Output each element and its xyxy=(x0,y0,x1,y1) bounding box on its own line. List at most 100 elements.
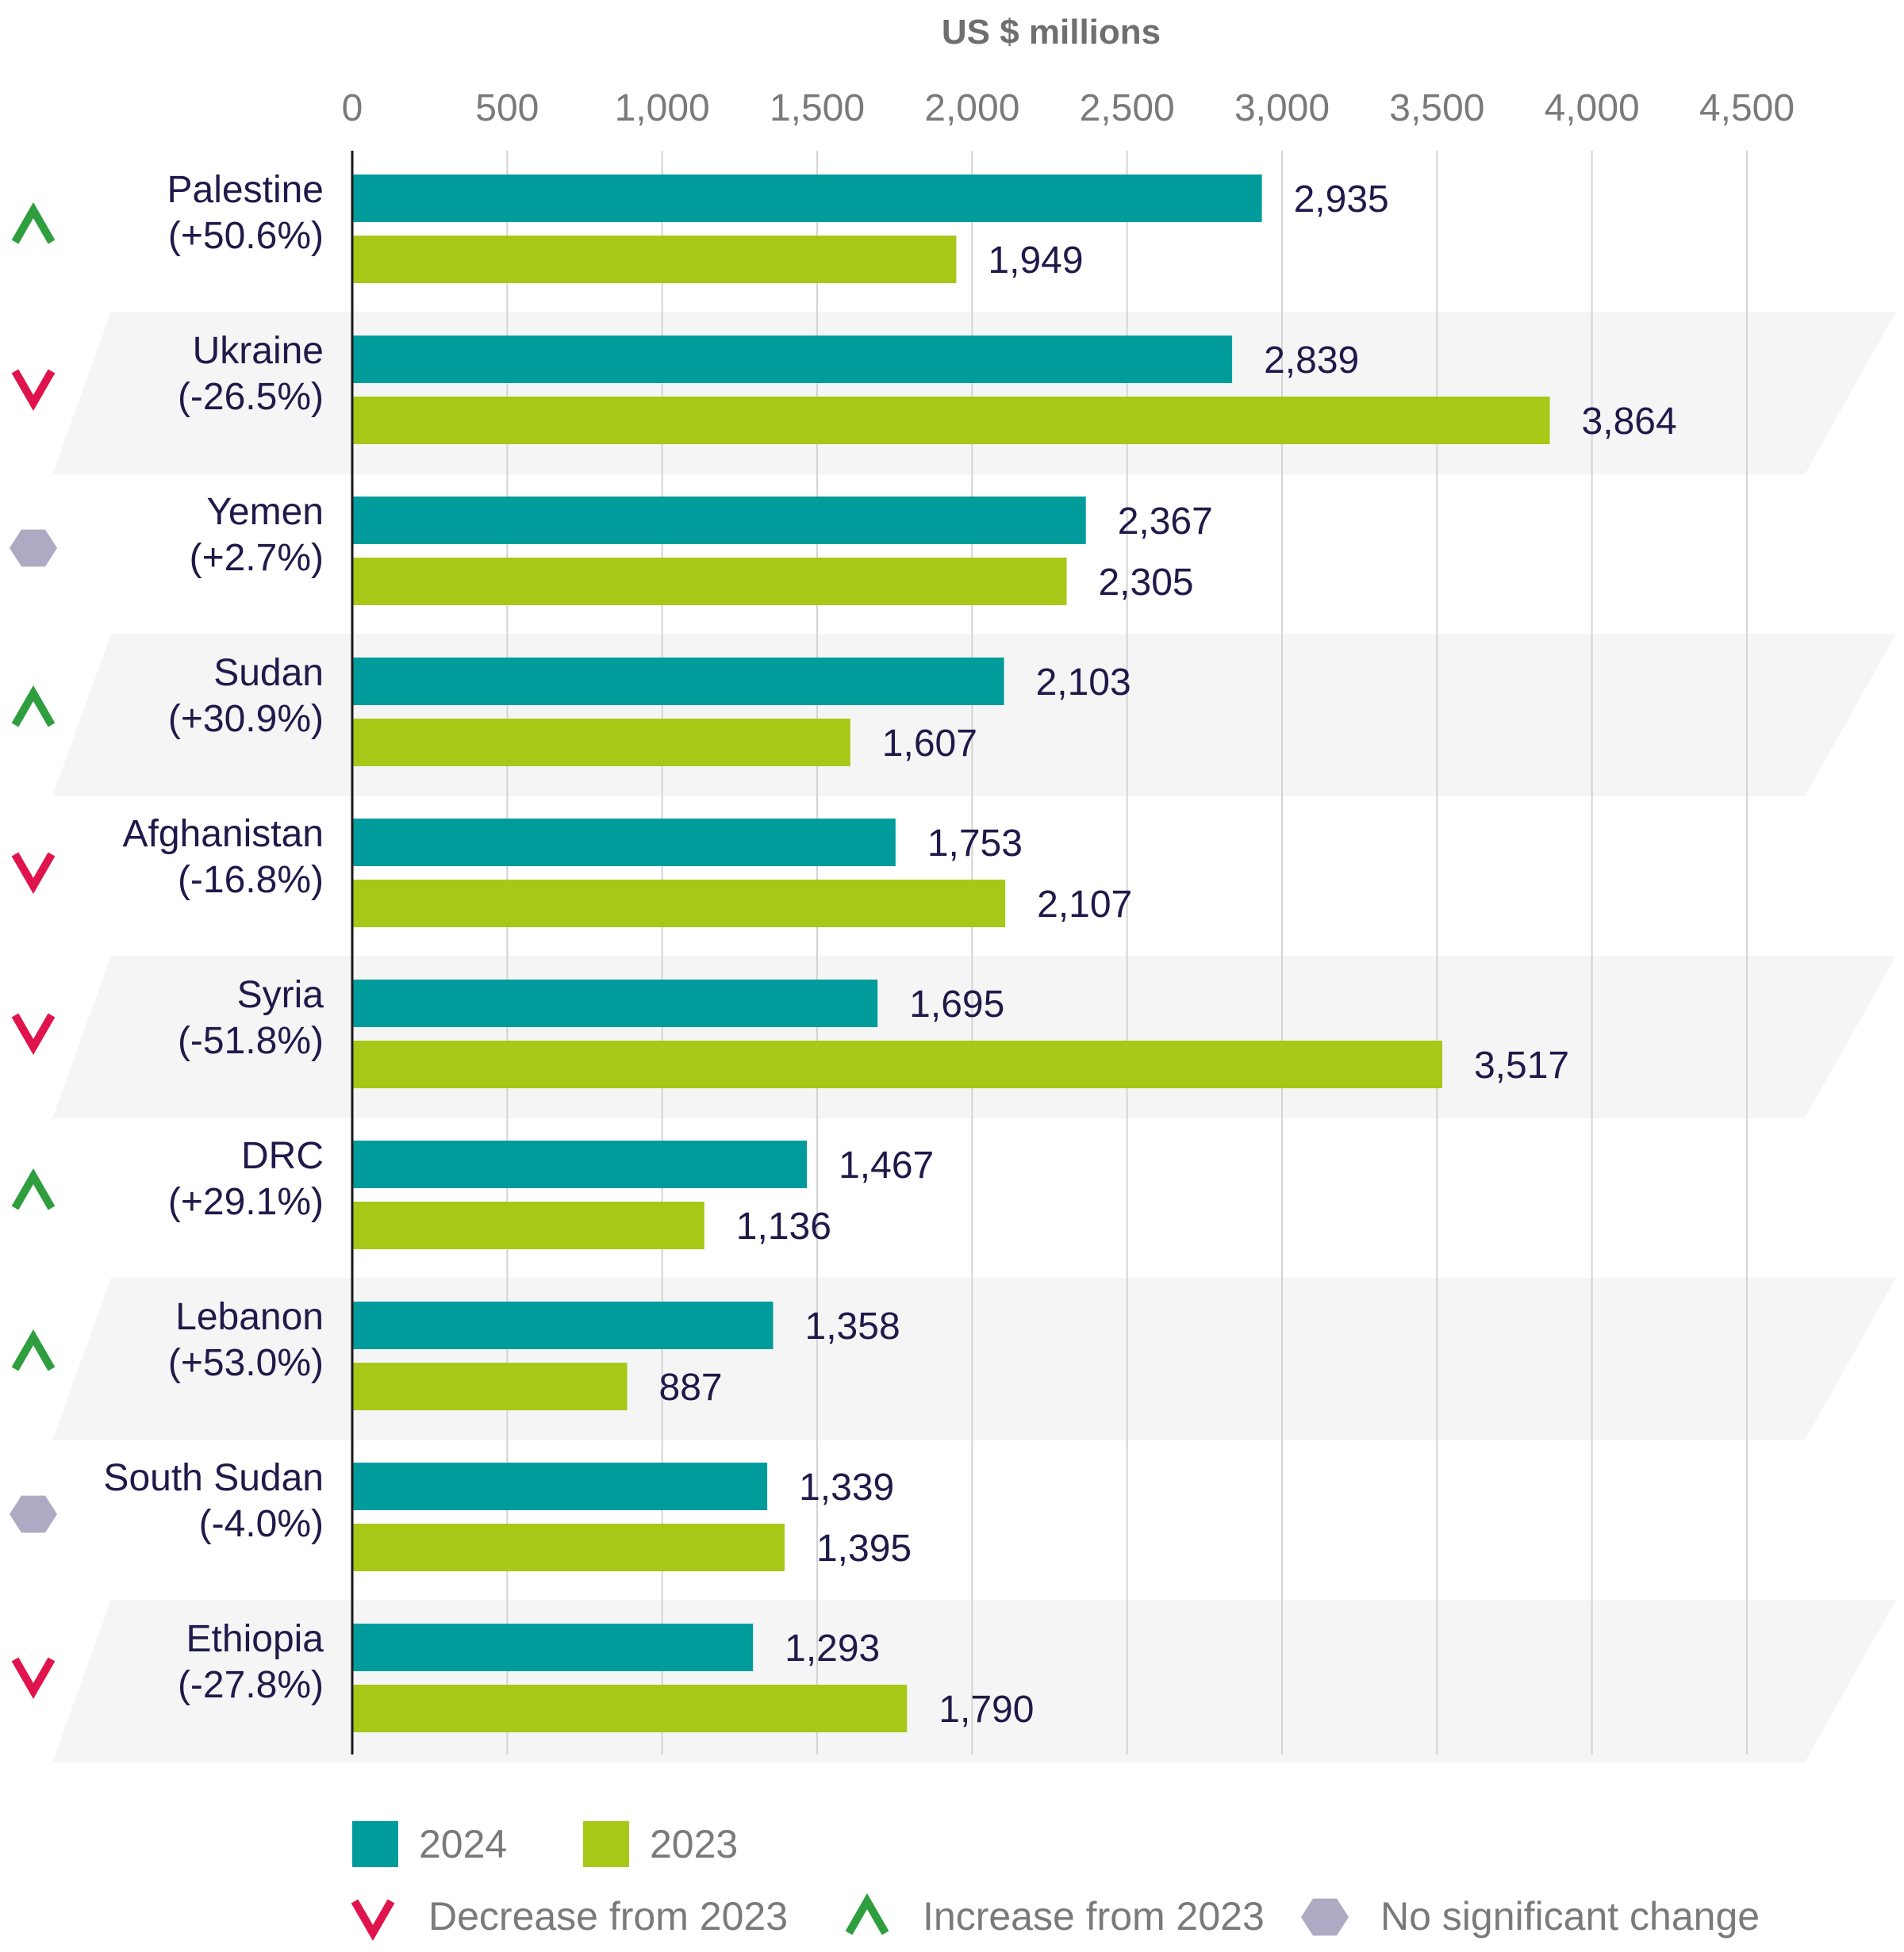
chevron-down-icon xyxy=(11,1013,56,1056)
data-label: 3,517 xyxy=(1474,1045,1569,1087)
data-label: 1,293 xyxy=(785,1628,880,1670)
bar-2023 xyxy=(352,1363,628,1410)
x-tick-label: 0 xyxy=(342,87,363,129)
data-label: 1,358 xyxy=(805,1306,900,1348)
category-name: Syria xyxy=(237,974,324,1016)
x-tick-label: 3,500 xyxy=(1389,87,1484,129)
hexagon-icon xyxy=(1301,1898,1349,1936)
bar-2023 xyxy=(352,1685,908,1732)
x-tick-label: 1,000 xyxy=(615,87,710,129)
data-label: 1,395 xyxy=(816,1528,912,1570)
data-label: 1,467 xyxy=(839,1145,934,1187)
category-change: (+30.9%) xyxy=(168,698,324,740)
bars: 2,935 1,949 2,839 3,864 2,367 2,305 2,103 1,607… xyxy=(352,174,1677,1732)
bar-2024 xyxy=(352,980,878,1027)
data-label: 1,695 xyxy=(909,984,1004,1026)
chevron-down-icon xyxy=(11,1657,56,1700)
data-label: 2,935 xyxy=(1294,178,1389,221)
bar-2023 xyxy=(352,1524,785,1571)
legend: 2024 2023 Decrease from 2023 Increase from … xyxy=(351,1821,1760,1942)
data-label: 2,103 xyxy=(1036,662,1131,704)
category-change: (+29.1%) xyxy=(168,1181,324,1223)
data-label: 1,753 xyxy=(927,823,1023,865)
category-labels: Palestine(+50.6%)Ukraine(-26.5%)Yemen(+2… xyxy=(103,169,324,1706)
category-change: (+2.7%) xyxy=(190,537,324,579)
category-change: (+50.6%) xyxy=(168,215,324,257)
bar-2024 xyxy=(352,658,1004,705)
bar-2023 xyxy=(352,558,1067,605)
bar-2023 xyxy=(352,880,1006,927)
x-tick-label: 2,000 xyxy=(924,87,1019,129)
bar-2024 xyxy=(352,174,1262,222)
x-tick-label: 2,500 xyxy=(1080,87,1175,129)
bar-2023 xyxy=(352,397,1550,444)
category-name: Palestine xyxy=(167,169,324,211)
x-tick-labels: 0 500 1,000 1,500 2,000 2,500 3,000 3,500 4,000 4… xyxy=(342,87,1795,129)
chevron-up-icon xyxy=(845,1893,889,1935)
x-axis-title: US $ millions xyxy=(942,13,1161,52)
bar-2024 xyxy=(352,819,896,866)
chevron-up-icon xyxy=(11,685,56,727)
data-label: 2,839 xyxy=(1264,339,1359,382)
category-name: Sudan xyxy=(213,652,324,694)
bar-2024 xyxy=(352,497,1086,544)
bar-2024 xyxy=(352,1624,754,1671)
category-change: (+53.0%) xyxy=(168,1342,324,1384)
chevron-up-icon xyxy=(11,1329,56,1371)
bar-2024 xyxy=(352,1463,768,1510)
legend-swatch-2023 xyxy=(583,1821,629,1867)
bar-2023 xyxy=(352,719,850,766)
category-change: (-4.0%) xyxy=(199,1503,324,1545)
category-name: Afghanistan xyxy=(122,813,324,855)
chevron-up-icon xyxy=(11,1168,56,1210)
data-label: 1,790 xyxy=(939,1689,1034,1731)
legend-swatch-2024 xyxy=(352,1821,398,1867)
legend-label: 2024 xyxy=(419,1822,507,1866)
chevron-down-icon xyxy=(11,369,56,412)
data-label: 2,107 xyxy=(1037,884,1132,926)
bar-2024 xyxy=(352,336,1233,383)
category-name: Ukraine xyxy=(193,330,324,372)
category-change: (-27.8%) xyxy=(178,1664,324,1706)
data-label: 1,339 xyxy=(799,1467,894,1509)
data-label: 1,136 xyxy=(736,1206,831,1248)
row-band xyxy=(52,1278,1896,1440)
hexagon-icon xyxy=(10,1495,57,1533)
x-tick-label: 500 xyxy=(475,87,539,129)
x-tick-label: 1,500 xyxy=(770,87,865,129)
category-name: Yemen xyxy=(206,491,324,533)
legend-label: Decrease from 2023 xyxy=(428,1894,788,1939)
row-band xyxy=(52,1600,1896,1762)
bar-2023 xyxy=(352,236,957,283)
chevron-down-icon xyxy=(351,1899,395,1942)
bar-2023 xyxy=(352,1041,1442,1088)
bar-2024 xyxy=(352,1302,774,1349)
hexagon-icon xyxy=(10,529,57,567)
data-label: 2,305 xyxy=(1098,562,1193,604)
legend-label: Increase from 2023 xyxy=(923,1894,1265,1939)
x-tick-label: 3,000 xyxy=(1234,87,1330,129)
data-label: 1,607 xyxy=(882,723,977,765)
chevron-down-icon xyxy=(11,852,56,895)
bar-2024 xyxy=(352,1141,808,1188)
trend-icons xyxy=(10,201,57,1700)
data-label: 1,949 xyxy=(988,240,1083,282)
x-tick-label: 4,500 xyxy=(1699,87,1795,129)
data-label: 2,367 xyxy=(1118,500,1213,543)
bar-2023 xyxy=(352,1202,704,1249)
category-name: Lebanon xyxy=(175,1296,324,1338)
category-name: South Sudan xyxy=(103,1457,324,1499)
legend-label: No significant change xyxy=(1380,1894,1760,1939)
legend-label: 2023 xyxy=(650,1822,738,1866)
category-name: DRC xyxy=(241,1135,324,1177)
category-name: Ethiopia xyxy=(186,1618,324,1660)
x-tick-label: 4,000 xyxy=(1545,87,1640,129)
row-band xyxy=(52,956,1896,1118)
category-change: (-26.5%) xyxy=(178,376,324,418)
data-label: 3,864 xyxy=(1582,401,1677,443)
category-change: (-16.8%) xyxy=(178,859,324,901)
chevron-up-icon xyxy=(11,201,56,244)
data-label: 887 xyxy=(659,1367,723,1409)
category-change: (-51.8%) xyxy=(178,1020,324,1062)
